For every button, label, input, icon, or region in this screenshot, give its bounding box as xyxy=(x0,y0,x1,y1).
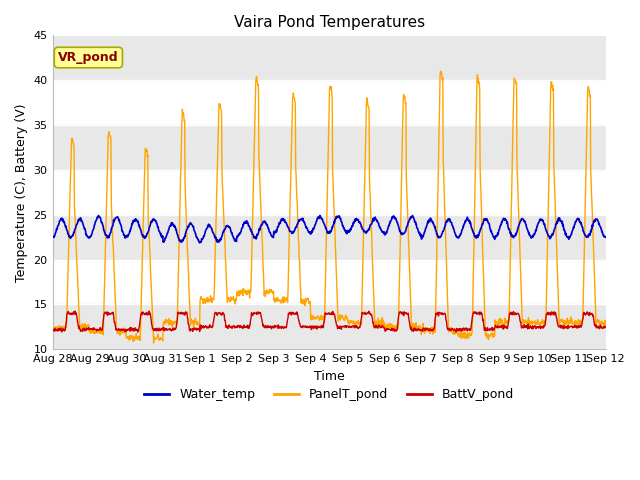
Bar xyxy=(52,36,605,80)
Bar xyxy=(52,125,605,170)
X-axis label: Time: Time xyxy=(314,370,344,383)
Bar xyxy=(52,215,605,260)
Title: Vaira Pond Temperatures: Vaira Pond Temperatures xyxy=(234,15,425,30)
Text: VR_pond: VR_pond xyxy=(58,51,118,64)
Legend: Water_temp, PanelT_pond, BattV_pond: Water_temp, PanelT_pond, BattV_pond xyxy=(139,383,519,406)
Y-axis label: Temperature (C), Battery (V): Temperature (C), Battery (V) xyxy=(15,103,28,282)
Bar xyxy=(52,304,605,349)
